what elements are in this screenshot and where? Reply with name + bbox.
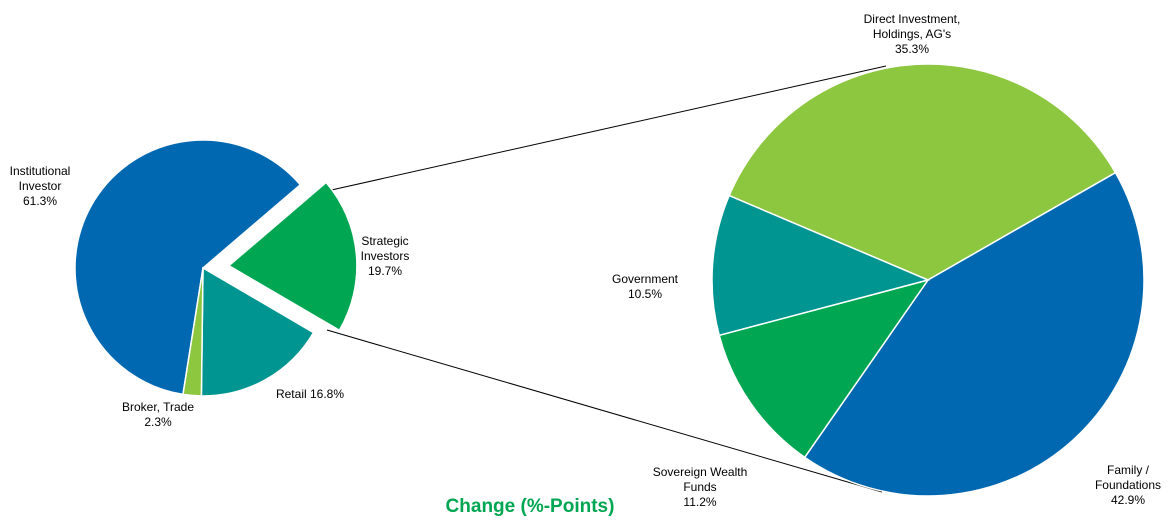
category-label: Institutional Investor [9,164,71,193]
slice-label: Government 10.5% [600,272,690,302]
category-label: Sovereign Wealth Funds [652,465,748,494]
value-label: 10.5% [627,287,663,301]
category-label: Direct Investment, Holdings, AG's [863,12,961,41]
pie-slice [227,181,358,332]
slice-label: Broker, Trade 2.3% [113,400,203,430]
connector-line [326,329,883,493]
pie-slice [200,266,315,397]
slice-label: Retail 16.8% [250,387,370,402]
pie-slice [728,63,1117,281]
slice-label: Family / Foundations 42.9% [1088,463,1168,508]
slice-label: Institutional Investor 61.3% [0,164,80,209]
value-label: 19.7% [367,264,403,278]
connector-line [317,65,887,194]
pie-slice [711,194,931,337]
category-label: Family / Foundations [1094,463,1162,492]
slice-label: Strategic Investors 19.7% [350,234,420,279]
value-label: 16.8% [310,387,345,401]
chart-title: Change (%-Points) [445,496,615,517]
category-label: Retail [275,387,307,401]
category-label: Government [611,272,679,286]
pie-slice [182,267,204,397]
slice-label: Sovereign Wealth Funds 11.2% [645,465,755,510]
value-label: 11.2% [683,495,717,509]
value-label: 35.3% [894,42,930,56]
pie-slice [803,171,1145,497]
value-label: 61.3% [22,194,58,208]
pie-slice [718,278,930,459]
category-label: Broker, Trade [121,400,195,414]
pie-slice [74,139,302,396]
value-label: 2.3% [144,415,172,429]
value-label: 42.9% [1110,493,1146,507]
slice-label: Direct Investment, Holdings, AG's 35.3% [847,12,977,57]
category-label: Strategic Investors [360,234,410,263]
